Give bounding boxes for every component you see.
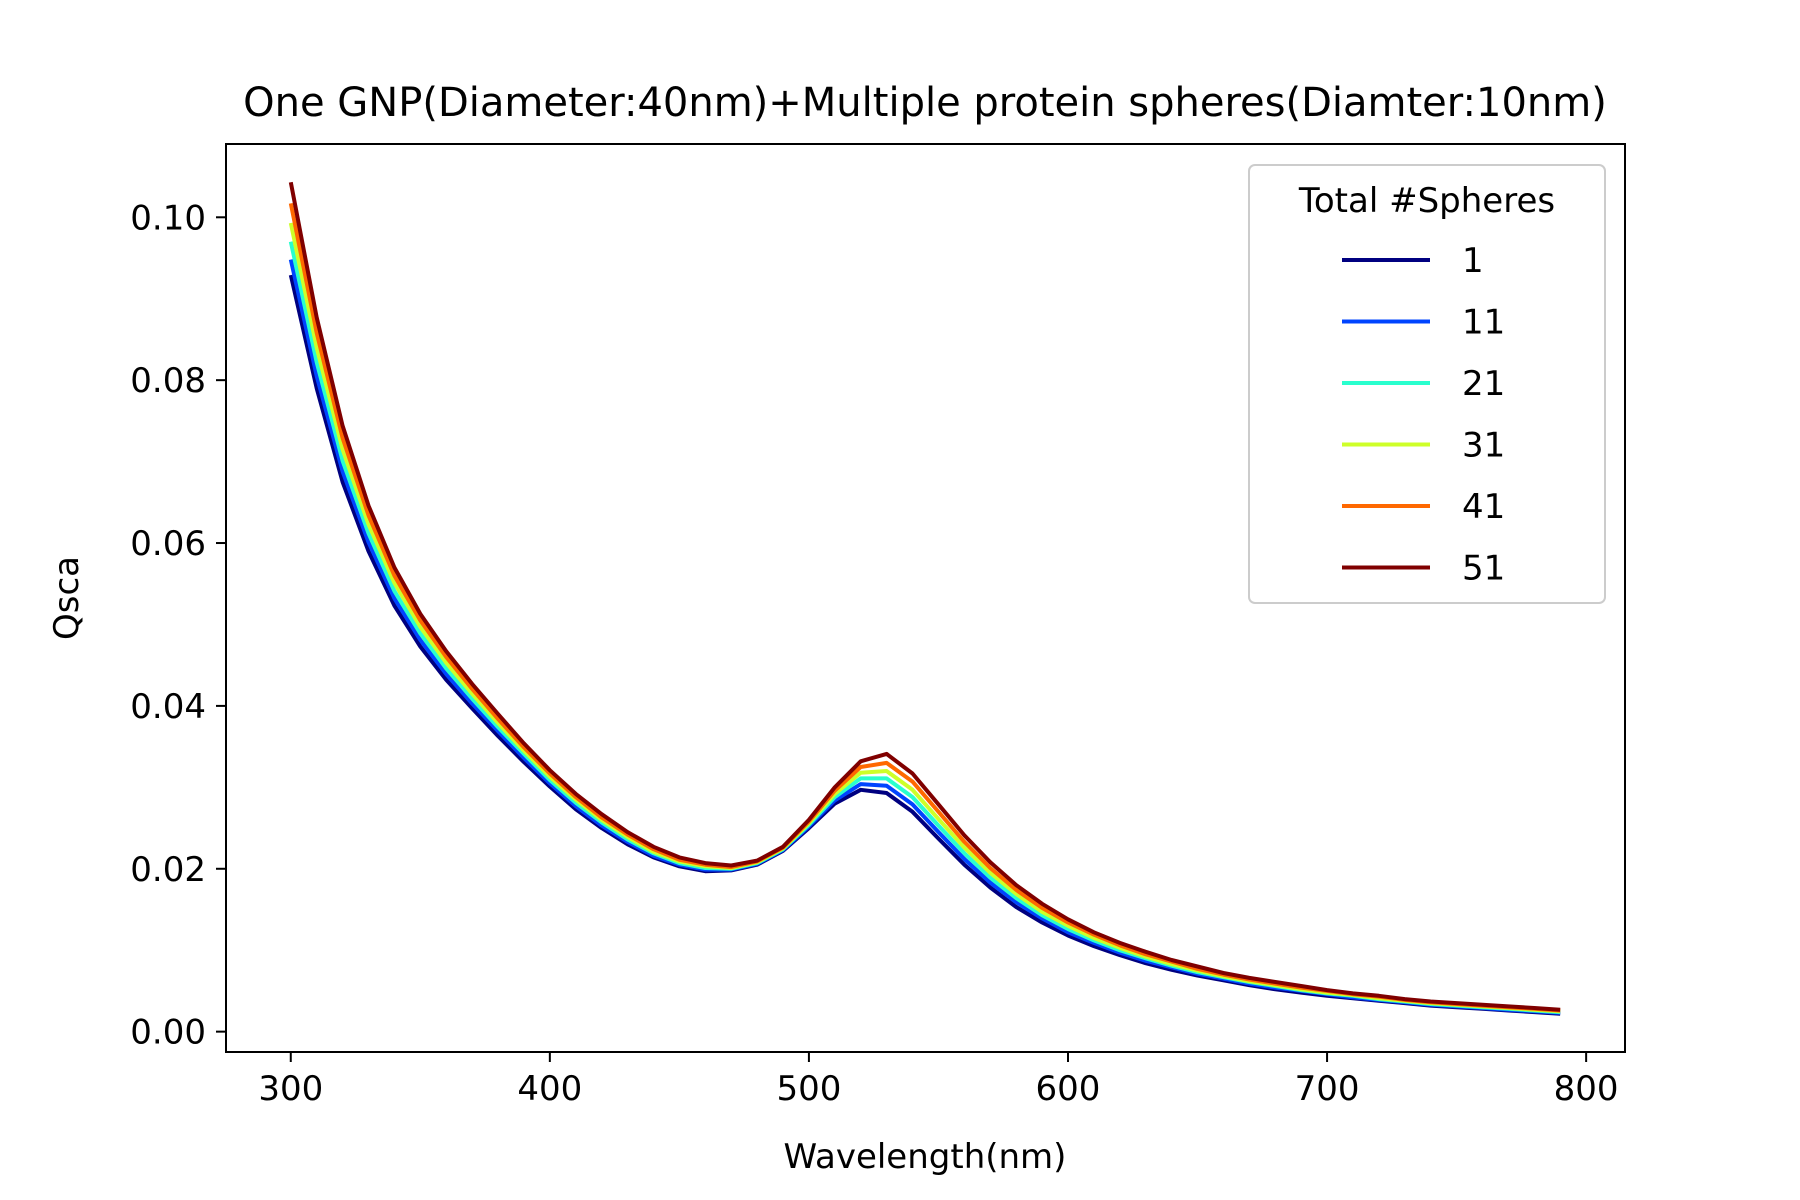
chart-title: One GNP(Diameter:40nm)+Multiple protein … [243, 80, 1607, 126]
y-tick-label: 0.00 [130, 1013, 206, 1053]
y-tick-label: 0.10 [130, 198, 206, 238]
x-tick-label: 700 [1295, 1069, 1360, 1109]
y-tick-label: 0.06 [130, 524, 206, 564]
legend-label-41: 41 [1462, 487, 1505, 527]
series-layer [288, 181, 1561, 1016]
plot-frame [225, 143, 1626, 1053]
y-tick-label: 0.08 [130, 361, 206, 401]
x-axis-label: Wavelength(nm) [784, 1137, 1067, 1177]
legend-label-31: 31 [1462, 426, 1505, 466]
legend-label-21: 21 [1462, 364, 1505, 404]
y-tick-label: 0.04 [130, 687, 206, 727]
legend-label-51: 51 [1462, 549, 1505, 589]
x-tick-label: 400 [517, 1069, 582, 1109]
series-line-51 [288, 181, 1561, 1012]
x-axis: 300 400 500 600 700 800 [258, 1052, 1619, 1109]
y-tick-label: 0.02 [130, 850, 206, 890]
x-tick-label: 300 [258, 1069, 323, 1109]
legend-label-11: 11 [1462, 303, 1505, 343]
x-tick-label: 800 [1554, 1069, 1619, 1109]
legend-label-1: 1 [1462, 241, 1484, 281]
y-axis-label: Qsca [47, 556, 87, 640]
legend-title: Total #Spheres [1298, 181, 1555, 221]
x-tick-label: 600 [1036, 1069, 1101, 1109]
y-axis: 0.00 0.02 0.04 0.06 0.08 0.10 [130, 198, 226, 1053]
x-tick-label: 500 [776, 1069, 841, 1109]
